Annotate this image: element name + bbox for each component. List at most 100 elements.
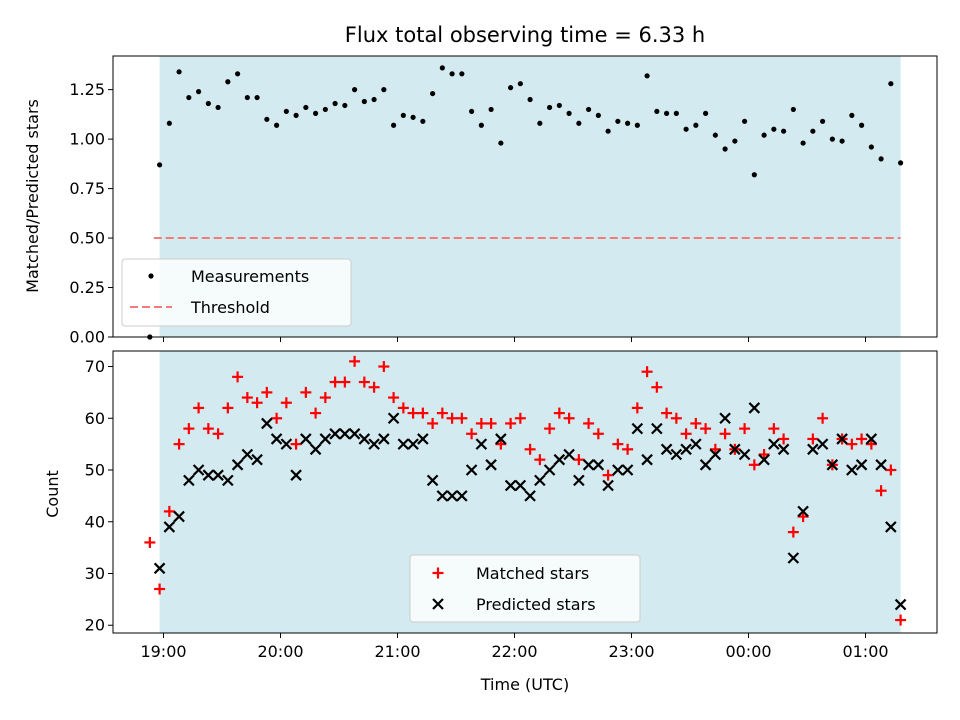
measurement-point: [469, 108, 475, 115]
legend-matched-marker: [432, 567, 444, 579]
matched-point: [183, 423, 195, 435]
predicted-point-b: [280, 438, 293, 450]
predicted-point-b: [621, 464, 634, 476]
predicted-point-b: [777, 443, 790, 456]
predicted-point-b: [592, 459, 605, 471]
matched-point: [602, 469, 614, 481]
predicted-point: [173, 510, 185, 523]
measurement-point: [439, 65, 445, 71]
measurement-point: [810, 128, 816, 134]
legend-matched-label: Matched stars: [476, 564, 589, 583]
predicted-point-b: [358, 433, 371, 445]
predicted-point: [534, 474, 546, 487]
matched-point: [368, 381, 380, 393]
predicted-point: [358, 433, 371, 445]
measurement-point: [586, 106, 592, 113]
measurement-point: [566, 110, 572, 116]
measurement-point: [215, 104, 221, 111]
predicted-point: [768, 438, 780, 450]
measurement-point: [576, 120, 582, 126]
predicted-point-b: [202, 469, 215, 481]
predicted-point-b: [339, 428, 351, 440]
measurement-point: [283, 108, 289, 115]
predicted-point-b: [514, 479, 527, 492]
predicted-point-b: [426, 474, 439, 487]
matched-point: [690, 417, 702, 429]
predicted-point-b: [855, 459, 868, 471]
predicted-point-b: [212, 469, 224, 481]
predicted-point-b: [729, 443, 741, 456]
predicted-point: [758, 453, 770, 466]
measurement-point: [732, 138, 738, 144]
predicted-point: [690, 438, 702, 450]
predicted-point: [553, 453, 566, 466]
predicted-point: [621, 464, 634, 476]
matched-point: [661, 407, 673, 419]
matched-point: [739, 423, 751, 435]
measurement-point: [644, 73, 650, 79]
matched-point: [436, 407, 448, 419]
matched-point: [475, 417, 487, 429]
y-tick-label: 1.25: [69, 80, 105, 99]
measurement-point: [673, 110, 679, 116]
predicted-point-b: [192, 464, 205, 476]
predicted-point-b: [797, 505, 809, 518]
predicted-point-b: [475, 438, 488, 450]
predicted-point: [456, 490, 468, 502]
measurement-point: [625, 120, 631, 126]
predicted-point-b: [231, 459, 244, 471]
predicted-point-b: [748, 402, 761, 414]
y-tick-label: 1.00: [69, 130, 105, 149]
matched-point: [212, 428, 224, 440]
predicted-point: [738, 448, 751, 461]
matched-point: [622, 443, 634, 455]
measurement-point: [517, 81, 523, 87]
predicted-point: [290, 469, 302, 481]
predicted-point-b: [397, 438, 410, 450]
matched-point: [456, 412, 468, 424]
predicted-point-b: [563, 448, 575, 461]
measurement-point: [878, 156, 884, 162]
predicted-point-b: [758, 453, 770, 466]
predicted-point-b: [485, 459, 497, 471]
predicted-point: [378, 433, 390, 445]
predicted-point-b: [641, 453, 653, 466]
matched-point: [241, 392, 253, 404]
predicted-point-b: [153, 562, 166, 575]
measurement-point: [712, 132, 718, 138]
predicted-point: [748, 402, 761, 414]
predicted-point: [222, 474, 234, 487]
predicted-point-b: [836, 433, 848, 445]
predicted-point: [660, 443, 673, 456]
matched-point: [875, 485, 887, 497]
predicted-point: [602, 479, 614, 492]
predicted-point-b: [768, 438, 780, 450]
measurement-point: [800, 140, 806, 146]
predicted-point: [300, 433, 312, 445]
measurement-point: [244, 94, 250, 101]
predicted-point: [465, 464, 478, 476]
predicted-point-b: [680, 443, 692, 456]
predicted-point: [797, 505, 809, 518]
measurement-point: [166, 120, 172, 126]
predicted-point: [729, 443, 741, 456]
measurement-point: [176, 69, 182, 75]
matched-point: [856, 433, 868, 445]
matched-point: [466, 428, 478, 440]
measurement-point: [420, 118, 426, 124]
predicted-point: [670, 448, 683, 461]
matched-point: [700, 423, 712, 435]
y-tick-label: 20: [85, 616, 105, 635]
matched-point: [154, 583, 166, 595]
predicted-point-b: [816, 438, 829, 450]
predicted-point: [397, 438, 410, 450]
measurement-point: [790, 106, 796, 113]
top-panel: 0.00 0.25 0.50 0.75 1.00 1.25 Measurements Thre…: [69, 55, 938, 347]
predicted-point-b: [719, 412, 731, 425]
y-tick-label: 70: [85, 357, 105, 376]
predicted-point: [251, 453, 263, 466]
bottom-y-axis-label: Count: [43, 470, 62, 518]
predicted-point-b: [495, 433, 507, 445]
predicted-point-b: [534, 474, 546, 487]
predicted-point: [680, 443, 692, 456]
